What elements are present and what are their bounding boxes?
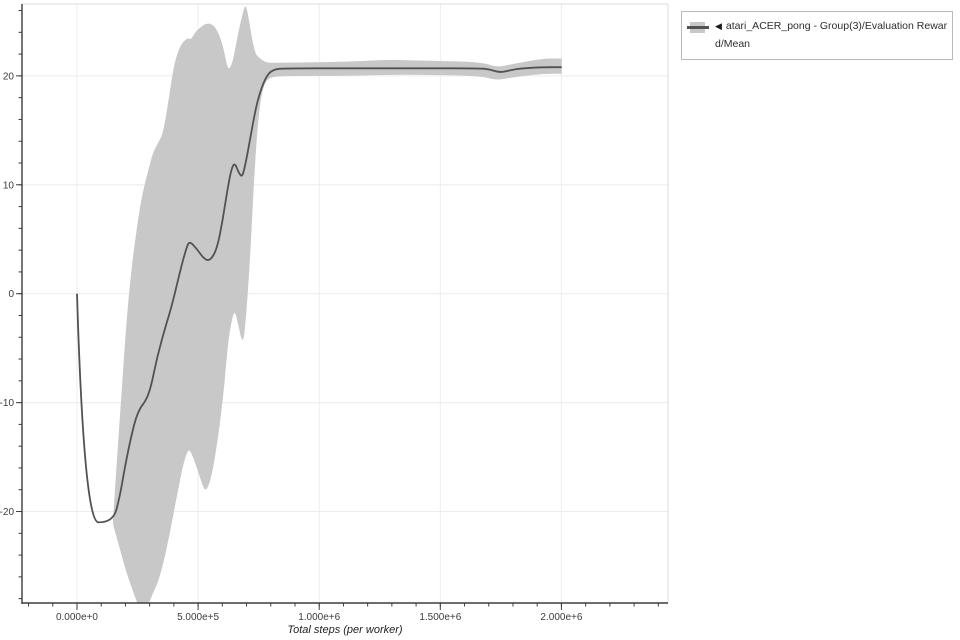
evaluation-reward-chart[interactable]: Total steps (per worker) 0.000e+0 5.000e+… bbox=[0, 0, 700, 640]
confidence-band bbox=[113, 6, 562, 603]
y-tick-label: 0 bbox=[8, 289, 14, 300]
legend-label: atari_ACER_pong - Group(3)/Evaluation Re… bbox=[715, 20, 948, 50]
y-tick-labels: 20 10 0 -10 -20 bbox=[0, 71, 14, 518]
y-tick-label: -20 bbox=[0, 507, 14, 518]
line-swatch bbox=[687, 26, 709, 29]
y-tick-label: 10 bbox=[3, 180, 15, 191]
x-axis-title: Total steps (per worker) bbox=[287, 624, 402, 636]
y-tick-label: -10 bbox=[0, 398, 14, 409]
legend: ◀ atari_ACER_pong - Group(3)/Evaluation R… bbox=[681, 11, 953, 60]
x-tick-label: 1.000e+6 bbox=[298, 612, 340, 623]
x-tick-label: 1.500e+6 bbox=[419, 612, 461, 623]
mean-line bbox=[76, 66, 562, 524]
legend-marker-icon: ◀ bbox=[715, 21, 722, 31]
x-tick-label: 0.000e+0 bbox=[56, 612, 98, 623]
x-tick-label: 5.000e+5 bbox=[177, 612, 219, 623]
axis-ticks bbox=[16, 10, 659, 610]
band-and-line-swatch-icon bbox=[687, 21, 709, 34]
legend-entry[interactable]: ◀ atari_ACER_pong - Group(3)/Evaluation R… bbox=[687, 17, 951, 53]
x-tick-label: 2.000e+6 bbox=[540, 612, 582, 623]
x-tick-labels: 0.000e+0 5.000e+5 1.000e+6 1.500e+6 2.000e+6 bbox=[56, 612, 583, 623]
legend-text: ◀ atari_ACER_pong - Group(3)/Evaluation R… bbox=[715, 17, 951, 53]
y-tick-label: 20 bbox=[3, 71, 15, 82]
